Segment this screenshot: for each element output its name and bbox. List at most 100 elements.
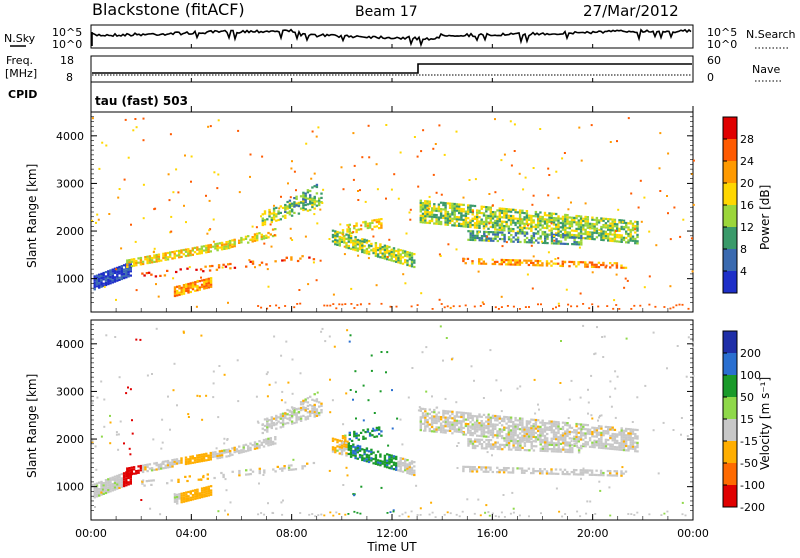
heatmap-cell (530, 244, 533, 247)
heatmap-cell (355, 231, 358, 234)
heatmap-cell (531, 287, 534, 290)
heatmap-cell (313, 403, 316, 406)
heatmap-cell (251, 470, 255, 473)
heatmap-cell (597, 266, 601, 269)
heatmap-cell (233, 243, 236, 246)
heatmap-cell (573, 439, 576, 442)
heatmap-cell (541, 220, 544, 223)
heatmap-cell (309, 189, 312, 193)
heatmap-cell (137, 465, 140, 468)
heatmap-cell (305, 142, 308, 145)
heatmap-cell (279, 211, 282, 214)
heatmap-cell (338, 443, 341, 447)
heatmap-cell (362, 384, 365, 387)
heatmap-cell (306, 411, 310, 414)
heatmap-cell (478, 220, 481, 223)
heatmap-cell (631, 235, 635, 238)
heatmap-cell (130, 466, 133, 469)
heatmap-cell (482, 422, 486, 425)
heatmap-cell (622, 226, 626, 229)
heatmap-cell (442, 216, 445, 219)
heatmap-cell (380, 434, 383, 437)
heatmap-cell (550, 233, 554, 236)
heatmap-cell (573, 429, 576, 432)
heatmap-cell (575, 265, 578, 268)
heatmap-cell (464, 225, 468, 228)
heatmap-cell (616, 225, 619, 228)
heatmap-cell (501, 199, 504, 202)
heatmap-cell (503, 220, 506, 223)
heatmap-cell (505, 426, 508, 429)
heatmap-cell (363, 249, 366, 252)
heatmap-cell (227, 448, 231, 451)
heatmap-cell (430, 415, 434, 418)
heatmap-cell (284, 210, 287, 213)
heatmap-cell (494, 213, 497, 216)
heatmap-cell (523, 218, 526, 221)
heatmap-cell (575, 234, 578, 237)
heatmap-cell (141, 470, 145, 474)
heatmap-cell (354, 240, 357, 243)
heatmap-cell (620, 435, 623, 439)
heatmap-cell (597, 440, 601, 443)
heatmap-cell (265, 263, 268, 266)
heatmap-cell (205, 459, 208, 462)
heatmap-cell (528, 227, 531, 230)
heatmap-cell (481, 301, 484, 304)
heatmap-cell (130, 258, 133, 261)
heatmap-cell (343, 443, 346, 446)
heatmap-cell (627, 241, 630, 244)
heatmap-cell (260, 443, 263, 446)
heatmap-cell (426, 204, 429, 207)
heatmap-cell (595, 442, 599, 445)
heatmap-cell (519, 446, 522, 449)
heatmap-cell (550, 429, 553, 432)
heatmap-cell (421, 208, 425, 211)
heatmap-cell (432, 147, 435, 150)
heatmap-cell (557, 219, 560, 222)
heatmap-cell (586, 500, 589, 503)
heatmap-cell (242, 238, 245, 241)
heatmap-cell (491, 204, 494, 207)
heatmap-cell (620, 227, 623, 231)
heatmap-cell (126, 261, 129, 264)
heatmap-cell (365, 455, 369, 459)
heatmap-cell (379, 455, 382, 458)
heatmap-cell (471, 209, 474, 212)
heatmap-cell (262, 438, 266, 442)
heatmap-cell (215, 447, 218, 450)
heatmap-cell (222, 475, 225, 479)
heatmap-cell (129, 480, 132, 483)
y-tick-label: 1000 (56, 273, 84, 286)
heatmap-cell (358, 241, 362, 244)
heatmap-cell (505, 210, 508, 213)
heatmap-cell (116, 483, 119, 486)
heatmap-cell (349, 455, 353, 458)
heatmap-cell (575, 227, 578, 230)
heatmap-cell (604, 447, 608, 450)
heatmap-cell (489, 431, 492, 434)
heatmap-cell (132, 468, 136, 471)
heatmap-cell (564, 238, 567, 241)
heatmap-cell (587, 401, 590, 404)
heatmap-cell (263, 424, 267, 427)
heatmap-cell (160, 447, 163, 450)
heatmap-cell (221, 266, 224, 269)
heatmap-cell (203, 495, 206, 498)
heatmap-cell (464, 212, 468, 215)
heatmap-cell (482, 413, 486, 416)
heatmap-cell (116, 275, 119, 278)
heatmap-cell (609, 514, 612, 517)
heatmap-cell (122, 268, 126, 271)
heatmap-cell (437, 428, 441, 431)
heatmap-cell (364, 431, 367, 434)
heatmap-cell (427, 207, 430, 210)
heatmap-cell (469, 416, 472, 419)
heatmap-cell (462, 214, 465, 217)
heatmap-cell (532, 167, 535, 169)
heatmap-cell (622, 436, 626, 439)
heatmap-cell (498, 263, 501, 266)
heatmap-cell (480, 435, 483, 438)
heatmap-cell (438, 253, 441, 256)
